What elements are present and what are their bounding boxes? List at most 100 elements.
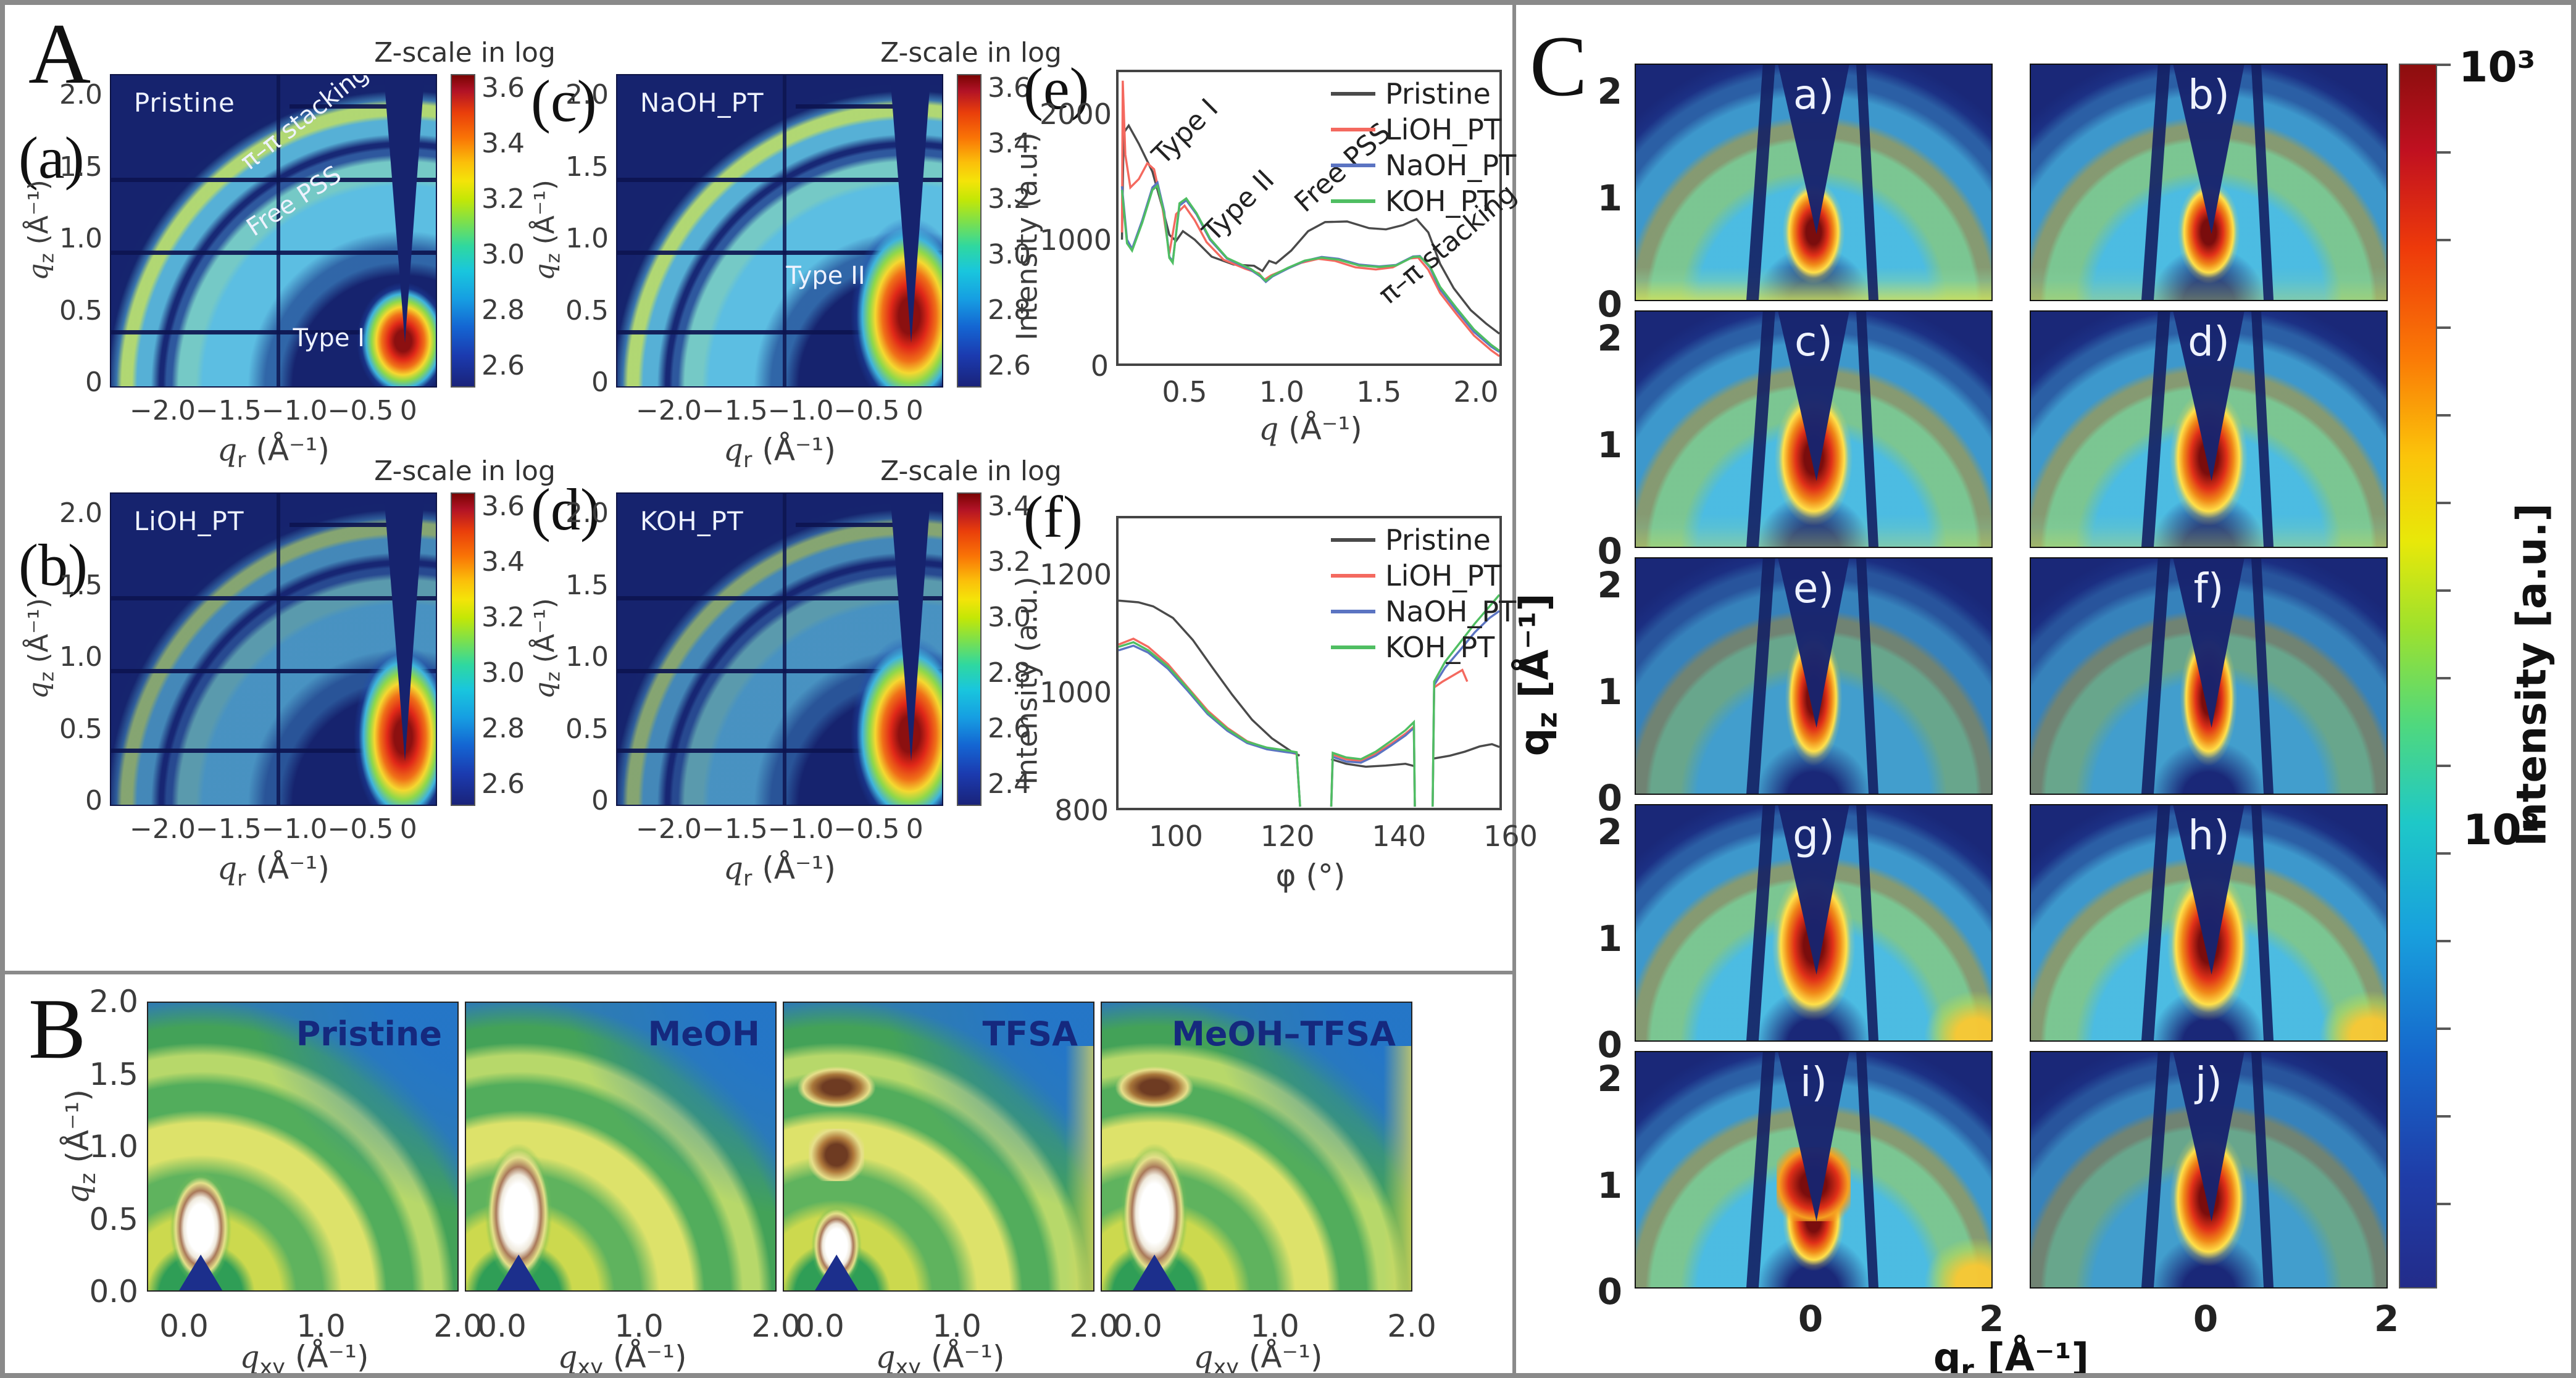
subpanel-label: h) <box>2188 811 2230 859</box>
tick-label: 1.5 <box>565 569 609 601</box>
tick-label: 0.5 <box>59 294 102 326</box>
sample-label: MeOH–TFSA <box>1172 1014 1396 1053</box>
tick-label: 2.0 <box>1387 1308 1436 1344</box>
panel-e-xticks: 0.5 1.0 1.5 2.0 <box>1151 375 1510 409</box>
tick-label: −0.5 <box>833 813 900 845</box>
legend-label: Pristine <box>1385 77 1491 110</box>
panel-b-xticks: −2.0 −1.5 −1.0 −0.5 0 <box>130 813 423 845</box>
c-colorbar-label: Intensity [a.u.] <box>2504 474 2559 875</box>
tick-label: 0 <box>1597 777 1622 819</box>
axis-subscript: r <box>743 866 752 891</box>
detector-image-d: d) <box>2030 310 2388 548</box>
giwaxs-map-b-lioh: LiOH_PT <box>110 492 437 806</box>
axis-symbol: q <box>1193 1339 1214 1375</box>
corner-glow-art <box>1885 946 1991 1040</box>
panel-d-yticks: 2.0 1.5 1.0 0.5 0 <box>559 498 609 816</box>
plot-f-lines <box>1119 594 1499 807</box>
tick-label: 100 <box>1149 820 1203 853</box>
tick-label: 0.0 <box>1113 1308 1162 1344</box>
tick-label: 0 <box>1597 530 1622 572</box>
plot-e-legend: Pristine LiOH_PT NaOH_PT KOH_PT <box>1331 77 1516 218</box>
panel-f-yticks: 1200 1000 800 <box>1040 559 1112 826</box>
axis-unit: (Å⁻¹) <box>762 850 836 886</box>
tick-label: 2.4 <box>988 768 1031 800</box>
legend-label: NaOH_PT <box>1385 595 1517 628</box>
c-xlabel: qr [Å⁻¹] <box>1888 1335 2135 1378</box>
axis-unit: (Å⁻¹) <box>256 850 330 886</box>
tick-label: 3.2 <box>988 183 1031 215</box>
tick-label: 1.0 <box>59 641 102 673</box>
axis-subscript: z <box>1530 712 1564 728</box>
tick-label: 2.8 <box>481 294 525 326</box>
section-b-label: B <box>28 981 86 1077</box>
tick-label: 1.0 <box>1259 375 1304 409</box>
legend-entry: LiOH_PT <box>1331 113 1516 146</box>
axis-unit: (Å⁻¹) <box>1288 411 1362 447</box>
sample-label: Pristine <box>133 88 235 118</box>
axis-unit: (Å⁻¹) <box>529 598 561 663</box>
y-axis-label: Intensity (a.u.) <box>1011 132 1044 341</box>
colorbar-b-ticks: 3.6 3.4 3.2 3.0 2.8 2.6 <box>481 491 531 800</box>
axis-symbol: q <box>1259 411 1279 447</box>
axis-subscript: r <box>1961 1355 1974 1378</box>
tick-label: 0 <box>85 785 102 816</box>
tick-label: 1.0 <box>614 1308 664 1344</box>
colorbar-a-ticks: 3.6 3.4 3.2 3.0 2.8 2.6 <box>481 73 531 381</box>
detector-gap-art <box>617 330 942 334</box>
sample-label: TFSA <box>982 1014 1078 1053</box>
subpanel-label: j) <box>2195 1058 2223 1106</box>
giwaxs-map-b4-meoh-tfsa: MeOH–TFSA <box>1101 1002 1412 1292</box>
panel-c-tag: (c) <box>531 68 597 134</box>
axis-symbol: q <box>723 432 744 468</box>
c-row4-yticks: 2 1 0 <box>1570 814 1622 1066</box>
detector-gap-art <box>277 494 281 805</box>
legend-line-swatch <box>1331 199 1375 203</box>
axis-unit: (Å⁻¹) <box>762 432 836 468</box>
axis-unit: (Å⁻¹) <box>23 180 55 245</box>
b4-xticks: 0.0 1.0 2.0 <box>1113 1308 1436 1344</box>
tick-label: 3.2 <box>481 183 525 215</box>
colorbar-title: Z-scale in log <box>880 37 1062 68</box>
tick-label: 1.5 <box>59 151 102 183</box>
tick-label: 0.0 <box>89 1274 138 1310</box>
axis-symbol: q <box>1933 1335 1961 1378</box>
axis-symbol: q <box>217 850 238 886</box>
axis-subscript: xy <box>1213 1355 1239 1378</box>
tick-label: 1 <box>1597 670 1622 713</box>
beam-spot-art <box>851 207 942 386</box>
plot-e-linecut <box>1116 70 1502 366</box>
c-row2-yticks: 2 1 0 <box>1570 317 1622 572</box>
tick-label: 2.0 <box>59 79 102 110</box>
bragg-spot-art <box>809 1128 865 1181</box>
legend-label: LiOH_PT <box>1385 113 1502 146</box>
tick-label: 1.5 <box>1356 375 1402 409</box>
tick-label: −0.5 <box>327 395 394 426</box>
c-row5-yticks: 2 1 0 <box>1570 1061 1622 1310</box>
panel-b-yticks: 2.0 1.5 1.0 0.5 0 <box>53 498 102 816</box>
legend-entry: Pristine <box>1331 523 1516 557</box>
axis-unit: [Å⁻¹] <box>1987 1335 2089 1378</box>
tick-label: −0.5 <box>833 395 900 426</box>
axis-symbol: q <box>529 681 561 699</box>
corner-glow-art <box>1885 1193 1991 1287</box>
colorbar-d-ticks: 3.4 3.2 3.0 2.8 2.6 2.4 <box>988 491 1037 800</box>
tick-label: −2.0 <box>130 395 196 426</box>
legend-entry: LiOH_PT <box>1331 559 1516 592</box>
axis-unit: (Å⁻¹) <box>256 432 330 468</box>
axis-unit: (Å⁻¹) <box>294 1339 369 1375</box>
legend-entry: NaOH_PT <box>1331 595 1517 628</box>
tick-label: 2 <box>1597 317 1622 359</box>
tick-label: 0 <box>1597 1024 1622 1066</box>
tick-label: 0 <box>1597 283 1622 325</box>
tick-label: 2.8 <box>481 713 525 744</box>
horizontal-divider <box>5 971 1512 974</box>
subpanel-label: a) <box>1793 71 1835 118</box>
tick-label: 3.0 <box>988 602 1031 633</box>
tick-label: −1.0 <box>767 395 834 426</box>
sample-label: MeOH <box>648 1014 760 1053</box>
c-colorbar-ticks <box>2437 64 2451 1289</box>
detector-gap-art <box>796 523 920 527</box>
sample-label: KOH_PT <box>640 506 744 537</box>
detector-image-g: g) <box>1635 804 1993 1042</box>
